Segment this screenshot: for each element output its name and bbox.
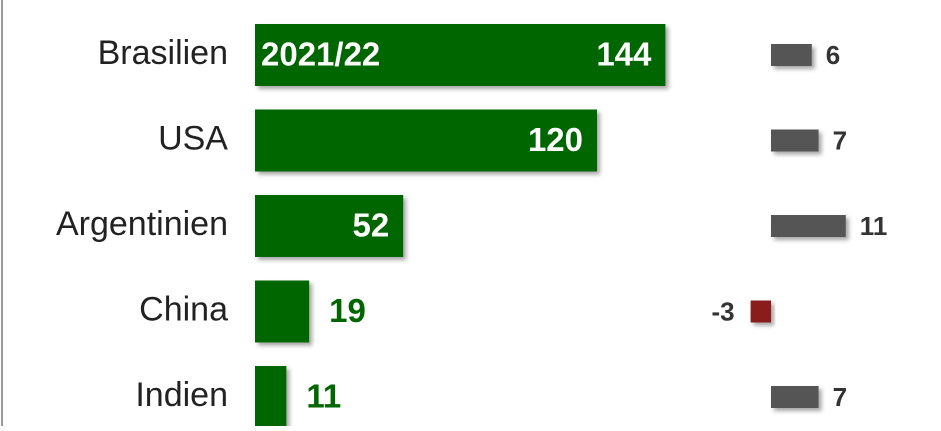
bar (255, 24, 666, 86)
value-label: 144 (596, 36, 652, 73)
change-bar (771, 44, 812, 66)
category-label: Indien (135, 376, 228, 414)
value-label: 120 (528, 121, 583, 158)
value-label: 11 (306, 378, 341, 415)
series-label: 2021/22 (261, 36, 380, 73)
bar (255, 366, 287, 428)
category-label: Argentinien (56, 205, 228, 243)
change-bar (771, 386, 819, 408)
value-label: 52 (352, 207, 389, 244)
change-label: 11 (860, 211, 888, 241)
change-bar (750, 300, 771, 323)
bar (255, 109, 597, 172)
category-label: China (139, 290, 228, 328)
change-label: 7 (833, 382, 847, 412)
value-label: 19 (329, 292, 366, 329)
change-label: 6 (826, 40, 840, 70)
bar (255, 195, 404, 257)
change-label: 7 (833, 125, 847, 155)
bar (255, 280, 310, 343)
change-bar (771, 129, 819, 152)
change-label: -3 (711, 296, 734, 326)
category-label: Brasilien (98, 34, 228, 72)
change-bar (771, 215, 846, 237)
category-label: USA (158, 119, 228, 157)
